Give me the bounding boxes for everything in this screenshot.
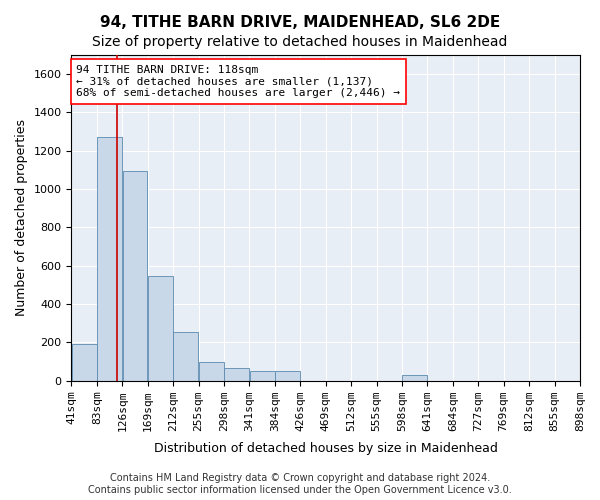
Bar [97, 138, 122, 380]
Text: Contains HM Land Registry data © Crown copyright and database right 2024.
Contai: Contains HM Land Registry data © Crown c… [88, 474, 512, 495]
Bar [224, 368, 249, 380]
Bar [71, 344, 97, 380]
Text: Size of property relative to detached houses in Maidenhead: Size of property relative to detached ho… [92, 35, 508, 49]
Y-axis label: Number of detached properties: Number of detached properties [15, 120, 28, 316]
Bar [275, 371, 300, 380]
Bar [173, 332, 198, 380]
X-axis label: Distribution of detached houses by size in Maidenhead: Distribution of detached houses by size … [154, 442, 497, 455]
Bar [250, 371, 275, 380]
Bar [122, 171, 148, 380]
Bar [402, 375, 427, 380]
Bar [199, 362, 224, 380]
Bar [148, 276, 173, 380]
Text: 94, TITHE BARN DRIVE, MAIDENHEAD, SL6 2DE: 94, TITHE BARN DRIVE, MAIDENHEAD, SL6 2D… [100, 15, 500, 30]
Text: 94 TITHE BARN DRIVE: 118sqm
← 31% of detached houses are smaller (1,137)
68% of : 94 TITHE BARN DRIVE: 118sqm ← 31% of det… [76, 65, 400, 98]
